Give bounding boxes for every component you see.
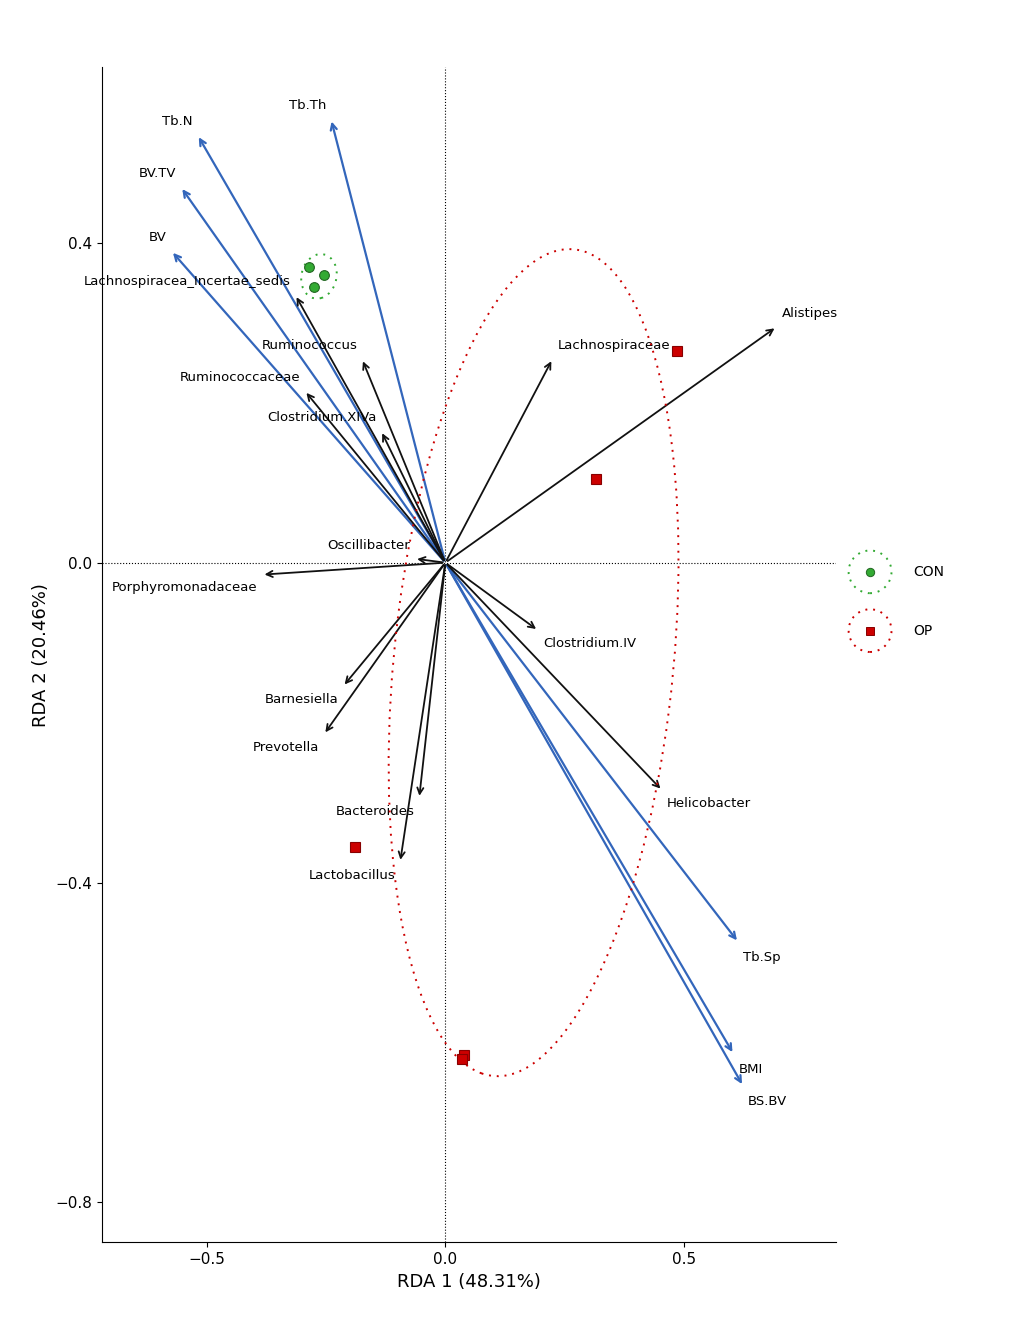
Text: Alistipes: Alistipes (781, 307, 837, 321)
Text: Porphyromonadaceae: Porphyromonadaceae (111, 581, 257, 595)
Text: Clostridium.XIVa: Clostridium.XIVa (267, 411, 376, 425)
Text: CON: CON (912, 565, 943, 578)
Text: Ruminococcus: Ruminococcus (261, 339, 357, 353)
Text: Bacteroides: Bacteroides (335, 806, 414, 818)
Text: Helicobacter: Helicobacter (666, 798, 751, 810)
Text: Tb.Sp: Tb.Sp (743, 950, 781, 963)
Text: Lachnospiracea_Incertae_sedis: Lachnospiracea_Incertae_sedis (84, 275, 290, 289)
X-axis label: RDA 1 (48.31%): RDA 1 (48.31%) (396, 1273, 541, 1291)
Text: Clostridium.IV: Clostridium.IV (542, 637, 636, 651)
Y-axis label: RDA 2 (20.46%): RDA 2 (20.46%) (32, 582, 50, 727)
Text: BV: BV (149, 231, 166, 244)
Text: BS.BV: BS.BV (748, 1094, 787, 1108)
Text: Lactobacillus: Lactobacillus (308, 868, 395, 882)
Text: Barnesiella: Barnesiella (264, 693, 337, 705)
Text: Prevotella: Prevotella (253, 741, 319, 754)
Text: Ruminococcaceae: Ruminococcaceae (179, 371, 300, 385)
Text: BMI: BMI (738, 1062, 762, 1075)
Text: Tb.Th: Tb.Th (288, 99, 326, 112)
Text: Oscillibacter: Oscillibacter (326, 540, 410, 552)
Text: Tb.N: Tb.N (162, 115, 193, 128)
Text: OP: OP (912, 624, 931, 637)
Text: Lachnospiraceae: Lachnospiraceae (556, 339, 669, 353)
Text: BV.TV: BV.TV (139, 167, 175, 180)
